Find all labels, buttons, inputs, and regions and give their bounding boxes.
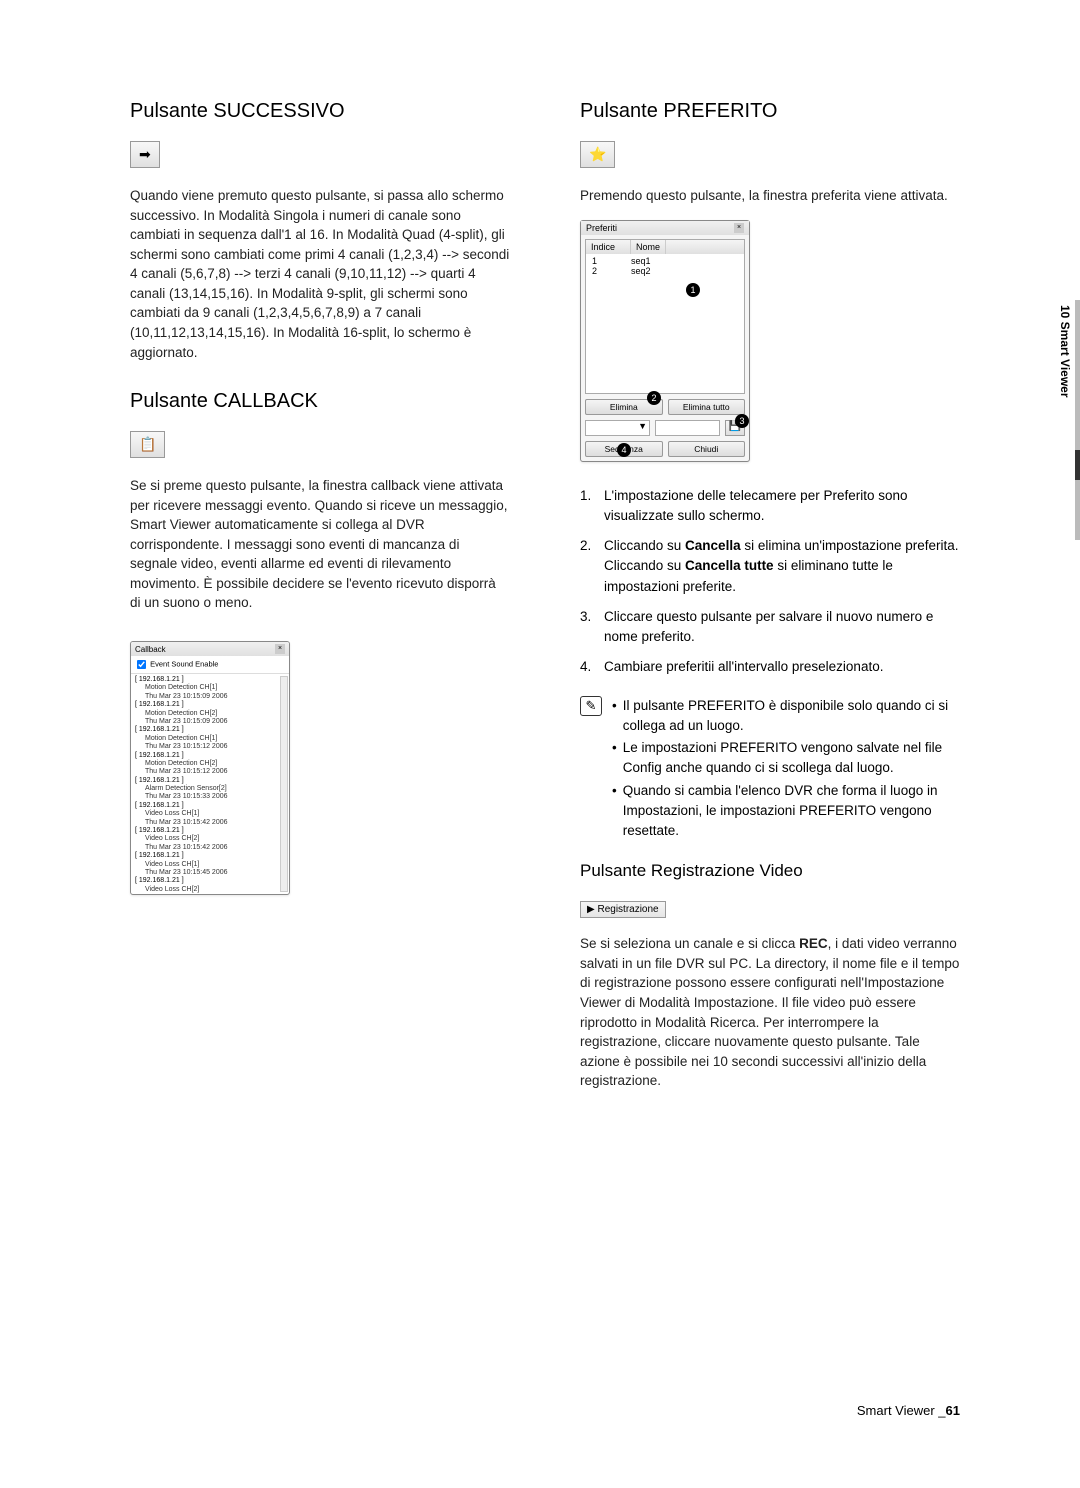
- callout-4: 4: [617, 443, 631, 457]
- event-ip: [ 192.168.1.21 ]: [135, 777, 285, 785]
- callback-title-text: Callback: [135, 645, 166, 654]
- sequence-dropdown[interactable]: ▼: [585, 420, 650, 436]
- elimina-tutto-button[interactable]: Elimina tutto: [668, 399, 746, 415]
- note-1: Il pulsante PREFERITO è disponibile solo…: [623, 696, 960, 737]
- heading-successivo: Pulsante SUCCESSIVO: [130, 100, 510, 123]
- callback-body: Se si preme questo pulsante, la finestra…: [130, 476, 510, 613]
- event-time: Thu Mar 23 10:15:33 2006: [135, 793, 285, 801]
- page-footer: Smart Viewer _61: [857, 1403, 960, 1418]
- table-row[interactable]: 1seq1: [589, 256, 741, 266]
- favorite-button-icon[interactable]: ⭐: [580, 141, 615, 168]
- callback-titlebar: Callback ×: [131, 642, 289, 656]
- close-icon[interactable]: ×: [275, 644, 285, 654]
- event-type: Video Loss CH[2]: [135, 835, 285, 843]
- preferiti-titlebar: Preferiti ×: [581, 221, 749, 235]
- event-ip: [ 192.168.1.21 ]: [135, 852, 285, 860]
- preferito-steps: 1.L'impostazione delle telecamere per Pr…: [580, 486, 960, 678]
- name-input[interactable]: [655, 420, 720, 436]
- side-tab: 10 Smart Viewer: [1058, 300, 1080, 540]
- event-type: Motion Detection CH[2]: [135, 760, 285, 768]
- page-number: 61: [946, 1403, 960, 1418]
- note-2: Le impostazioni PREFERITO vengono salvat…: [623, 738, 960, 779]
- step-3: Cliccare questo pulsante per salvare il …: [604, 607, 960, 648]
- event-ip: [ 192.168.1.21 ]: [135, 827, 285, 835]
- event-type: Alarm Detection Sensor[2]: [135, 785, 285, 793]
- event-time: Thu Mar 23 10:15:12 2006: [135, 743, 285, 751]
- preferito-body: Premendo questo pulsante, la finestra pr…: [580, 186, 960, 206]
- event-time: Thu Mar 23 10:15:09 2006: [135, 693, 285, 701]
- col-nome: Nome: [631, 240, 666, 254]
- heading-registrazione: Pulsante Registrazione Video: [580, 861, 960, 881]
- event-time: Thu Mar 23 10:15:42 2006: [135, 819, 285, 827]
- next-button-icon[interactable]: ➡: [130, 141, 160, 168]
- event-type: Video Loss CH[1]: [135, 810, 285, 818]
- preferiti-table: Indice Nome 1seq1 2seq2: [585, 239, 745, 394]
- step-2: Cliccando su Cancella si elimina un'impo…: [604, 536, 960, 597]
- heading-callback: Pulsante CALLBACK: [130, 390, 510, 413]
- note-box: ✎ •Il pulsante PREFERITO è disponibile s…: [580, 696, 960, 844]
- registrazione-button[interactable]: ▶ Registrazione: [580, 901, 666, 918]
- step-4: Cambiare preferitii all'intervallo prese…: [604, 657, 883, 677]
- callout-2: 2: [647, 391, 661, 405]
- note-icon: ✎: [580, 696, 602, 716]
- callout-3: 3: [735, 414, 749, 428]
- preferiti-title-text: Preferiti: [586, 223, 617, 233]
- event-time: Thu Mar 23 10:15:42 2006: [135, 844, 285, 852]
- event-ip: [ 192.168.1.21 ]: [135, 877, 285, 885]
- event-type: Video Loss CH[2]: [135, 886, 285, 894]
- event-type: Motion Detection CH[2]: [135, 710, 285, 718]
- col-indice: Indice: [586, 240, 631, 254]
- event-ip: [ 192.168.1.21 ]: [135, 752, 285, 760]
- scrollbar[interactable]: [280, 676, 288, 892]
- callback-event-list: [ 192.168.1.21 ]Motion Detection CH[1]Th…: [131, 674, 289, 894]
- preferiti-window: Preferiti × Indice Nome 1seq1 2seq2 1 2: [580, 220, 750, 462]
- event-type: Video Loss CH[1]: [135, 861, 285, 869]
- chiudi-button[interactable]: Chiudi: [668, 441, 746, 457]
- callback-button-icon[interactable]: 📋: [130, 431, 165, 458]
- event-sound-check[interactable]: Event Sound Enable: [131, 656, 289, 674]
- callback-window: Callback × Event Sound Enable [ 192.168.…: [130, 641, 290, 895]
- event-ip: [ 192.168.1.21 ]: [135, 726, 285, 734]
- callout-1: 1: [686, 283, 700, 297]
- successivo-body: Quando viene premuto questo pulsante, si…: [130, 186, 510, 362]
- right-column: Pulsante PREFERITO ⭐ Premendo questo pul…: [580, 100, 960, 1119]
- step-1: L'impostazione delle telecamere per Pref…: [604, 486, 960, 527]
- event-ip: [ 192.168.1.21 ]: [135, 701, 285, 709]
- side-tab-label: 10 Smart Viewer: [1058, 300, 1072, 398]
- close-icon[interactable]: ×: [734, 223, 744, 233]
- event-type: Motion Detection CH[1]: [135, 684, 285, 692]
- event-time: Thu Mar 23 10:15:45 2006: [135, 869, 285, 877]
- left-column: Pulsante SUCCESSIVO ➡ Quando viene premu…: [130, 100, 510, 1119]
- event-type: Motion Detection CH[1]: [135, 735, 285, 743]
- event-ip: [ 192.168.1.21 ]: [135, 802, 285, 810]
- event-time: Thu Mar 23 10:15:09 2006: [135, 718, 285, 726]
- registrazione-body: Se si seleziona un canale e si clicca RE…: [580, 934, 960, 1091]
- heading-preferito: Pulsante PREFERITO: [580, 100, 960, 123]
- table-row[interactable]: 2seq2: [589, 266, 741, 276]
- event-ip: [ 192.168.1.21 ]: [135, 676, 285, 684]
- note-3: Quando si cambia l'elenco DVR che forma …: [623, 781, 960, 842]
- event-time: Thu Mar 23 10:15:12 2006: [135, 768, 285, 776]
